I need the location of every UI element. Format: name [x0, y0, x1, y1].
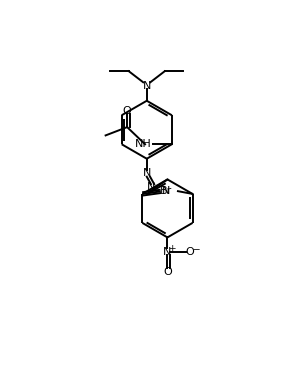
Text: N: N	[162, 186, 170, 196]
Text: NH: NH	[135, 139, 152, 149]
Text: −: −	[192, 244, 199, 253]
Text: N: N	[147, 182, 155, 192]
Text: O: O	[123, 106, 132, 116]
Text: O: O	[163, 267, 172, 277]
Text: +: +	[168, 244, 176, 253]
Text: N: N	[163, 247, 172, 257]
Text: N: N	[143, 168, 151, 178]
Text: O: O	[185, 247, 194, 257]
Text: Br: Br	[160, 186, 172, 196]
Text: N: N	[143, 81, 151, 91]
